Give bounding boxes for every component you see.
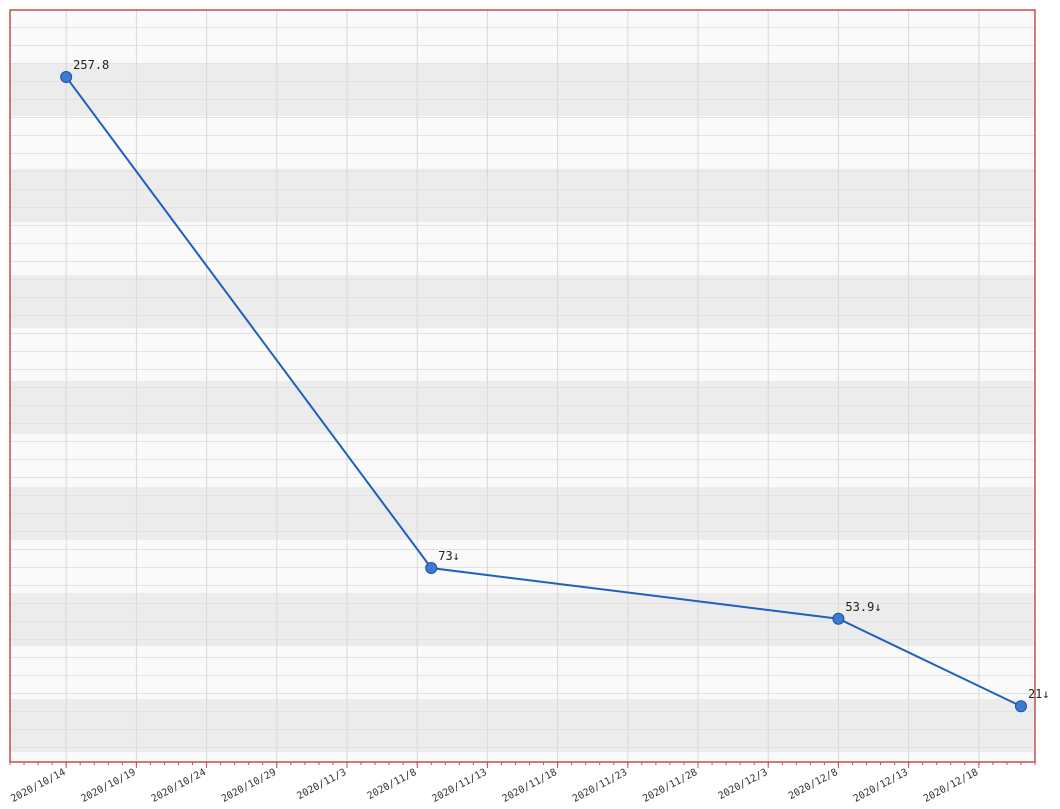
x-tick-label: 2020/12/18 — [922, 767, 980, 805]
x-tick-label: 2020/10/14 — [9, 767, 67, 805]
x-tick-label: 2020/11/28 — [641, 767, 699, 805]
data-label: 21↓ — [1028, 687, 1050, 701]
data-label: 73↓ — [438, 549, 460, 563]
marker — [60, 70, 73, 83]
plot-background — [10, 10, 1035, 762]
x-tick-label: 2020/11/18 — [501, 767, 559, 805]
x-tick-label: 2020/11/23 — [571, 767, 629, 805]
x-tick-label: 2020/11/13 — [430, 767, 488, 805]
data-label: 257.8 — [73, 58, 109, 72]
marker — [1014, 700, 1027, 713]
x-tick-label: 2020/12/3 — [717, 767, 770, 802]
x-tick-label: 2020/10/29 — [220, 767, 278, 805]
marker — [425, 562, 438, 575]
x-tick-label: 2020/10/19 — [79, 767, 137, 805]
plot-border — [9, 9, 1036, 763]
x-tick-label: 2020/12/8 — [787, 767, 840, 802]
x-tick-label: 2020/11/8 — [366, 767, 419, 802]
x-tick-label: 2020/11/3 — [295, 767, 348, 802]
line — [65, 76, 1022, 708]
x-tick-label: 2020/12/13 — [852, 767, 910, 805]
data-label: 53.9↓ — [845, 600, 881, 614]
x-tick-label: 2020/10/24 — [150, 767, 208, 805]
marker — [832, 612, 845, 625]
